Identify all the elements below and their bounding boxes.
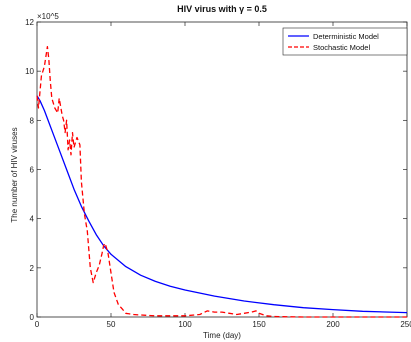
- y-tick-label: 0: [30, 313, 35, 322]
- x-tick-label: 0: [35, 320, 40, 329]
- legend: Deterministic Model Stochastic Model: [282, 27, 408, 56]
- x-axis-label: Time (day): [203, 331, 241, 340]
- y-tick-label: 10: [25, 67, 34, 76]
- x-tick-label: 250: [400, 320, 411, 329]
- axis-ticks: 0 50 100 150 200 250 0 2 4 6 8 10 12: [25, 18, 411, 329]
- plot-area: [36, 21, 408, 318]
- legend-box: [282, 27, 408, 56]
- y-axis-label: The number of HIV viruses: [10, 127, 19, 222]
- y-tick-label: 2: [30, 264, 35, 273]
- x-tick-label: 150: [252, 320, 266, 329]
- chart-title: HIV virus with γ = 0.5: [177, 4, 267, 14]
- legend-label-deterministic: Deterministic Model: [313, 32, 379, 41]
- y-tick-label: 6: [30, 166, 35, 175]
- deterministic-series-line: [36, 95, 408, 314]
- y-tick-label: 4: [30, 215, 35, 224]
- x-tick-label: 50: [107, 320, 116, 329]
- y-axis-multiplier: ×10^5: [37, 12, 59, 21]
- legend-label-stochastic: Stochastic Model: [313, 43, 370, 52]
- y-tick-label: 8: [30, 116, 35, 125]
- stochastic-series-line: [36, 45, 407, 318]
- x-tick-label: 200: [326, 320, 340, 329]
- x-tick-label: 100: [178, 320, 192, 329]
- y-tick-label: 12: [25, 18, 34, 27]
- series-lines: [36, 45, 408, 318]
